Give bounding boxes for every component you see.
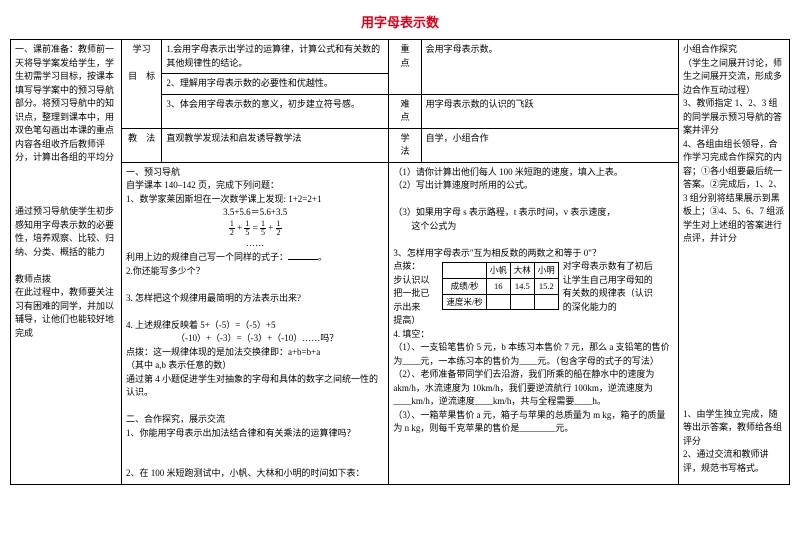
r2c3	[510, 294, 534, 310]
mid-p3: 点拨：这一规律体现的是加法交换律即：a+b=b+a	[126, 346, 384, 360]
mid-p2-t: 利用上边的规律自己写一个同样的式子：	[126, 252, 288, 262]
rc-h4: 4. 填空：	[393, 328, 674, 342]
rm-b1: 1、由学生独立完成，随等出示答案，教师给各组评分	[683, 408, 785, 449]
key-text: 会用字母表示数。	[421, 40, 678, 95]
learn-label: 学 法	[389, 128, 421, 162]
mid-q6: 2、在 100 米短跑测试中，小帆、大林和小明的时间如下表：	[126, 467, 384, 481]
table-wrap: 点拨： 步认识以 把一批已 示出来 提高） 小帆 大林 小明 成绩/秒	[393, 260, 674, 328]
f-d4: 2	[276, 229, 282, 237]
tk3: 把一批已	[393, 288, 429, 298]
rc-f2: （2）、老师准备带同学们去沿游，我们所乘的船在静水中的速度为 akm/h，水流速…	[393, 368, 674, 409]
method-text: 直观教学发现法和启发诱导教学法	[162, 128, 389, 162]
th-0	[443, 263, 486, 279]
rm-p2: 3、教师指定 1、2、3 组的同学展示预习导航的答案并评分	[683, 97, 785, 138]
th-2: 大林	[510, 263, 534, 279]
rc-f1: （1）、一支铅笔售价 5 元，b 本练习本售价 7 元，那么 a 支铅笔的售价为…	[393, 341, 674, 368]
tk: 点拨：	[393, 261, 420, 271]
r2c1: 速度米/秒	[443, 294, 486, 310]
r2c4	[534, 294, 558, 310]
via-text: 通过预习导航使学生初步感知用字母表示数的必要性，培养观察、比较、归纳、分类、概括…	[15, 205, 117, 259]
speed-table: 小帆 大林 小明 成绩/秒 16 14.5 15.2 速度米/秒	[442, 262, 558, 310]
tbl-left-text: 点拨： 步认识以 把一批已 示出来 提高）	[393, 260, 438, 328]
goal-2: 2、理解用字母表示数的必要性和优越性。	[162, 74, 389, 95]
mid-q4: 4. 上述规律反映着 5+（-5）=（-5）+5	[126, 319, 384, 333]
mid-eq4: （-10）+（-3）=（-3）+（-10）……吗？	[126, 332, 384, 346]
r2c2	[486, 294, 510, 310]
mid-h2: 二、合作探究，展示交流	[126, 413, 384, 427]
page-title: 用字母表示数	[0, 0, 800, 39]
mid-p5: 通过第 4 小题促进学生对抽象的字母和具体的数字之间统一性的认识。	[126, 373, 384, 400]
mid-eq3: ……	[126, 237, 384, 251]
th-1: 小帆	[486, 263, 510, 279]
rm-p3: 4、各组由组长领导，合作学习完成合作探究的内容；①各小组要最后统一答案。②完成后…	[683, 138, 785, 246]
diff-label: 难 点	[389, 94, 421, 128]
mid-h1: 一、预习导航	[126, 166, 384, 180]
tk4: 示出来	[393, 302, 420, 312]
right-content: （1）请你计算出他们每人 100 米短跑的速度，填入上表。 （2）写出计算速度时…	[389, 162, 679, 484]
f-d1: 2	[229, 229, 235, 237]
f-d2: 5	[244, 229, 250, 237]
rc-f3: （3）、一箱苹果售价 a 元，箱子与苹果的总质量为 m kg，箱子的质量为 n …	[393, 409, 674, 436]
rc-p1: （1）请你计算出他们每人 100 米短跑的速度，填入上表。	[393, 166, 674, 180]
left-column: 一、课前准备：教师前一天将导学案发给学生，学生初需学习目标，按课本填写导学案中的…	[11, 40, 122, 485]
mid-p4: （其中 a,b 表示任意的数）	[126, 359, 384, 373]
mid-content: 一、预习导航 自学课本 140–142 页，完成下列问题： 1、数学家莱因斯坦在…	[121, 162, 388, 484]
prep-text: 一、课前准备：教师前一天将导学案发给学生，学生初需学习目标，按课本填写导学案中的…	[15, 43, 117, 165]
blank-1	[288, 250, 318, 260]
rm-b2: 2、通过交流和教师讲评，规范书写格式。	[683, 448, 785, 475]
rc-p3: （3）如果用字母 s 表示路程，t 表示时间，v 表示速度，	[393, 206, 674, 220]
r1c3: 14.5	[510, 278, 534, 294]
f-d3: 5	[260, 229, 266, 237]
mid-q5: 1、你能用字母表示出加法结合律和有关乘法的运算律吗？	[126, 427, 384, 441]
goal-label: 学习目 标	[121, 40, 161, 129]
key-label: 重 点	[389, 40, 421, 95]
goal-1: 1.会用字母表示出学过的运算律，计算公式和有关数的其他规律性的结论。	[162, 40, 389, 74]
goal-3: 3、体会用字母表示数的意义，初步建立符号感。	[162, 94, 389, 128]
diff-text: 用字母表示数的认识的飞跃	[421, 94, 678, 128]
tk5: 提高）	[393, 315, 420, 325]
tbl-side-text: 对字母表示数有了初后让学生自己用字母知的有关数的规律表（认识的深化能力的	[563, 260, 653, 314]
mid-eq1: 3.5+5.6＝5.6+3.5	[126, 206, 384, 220]
rc-p4: 这个公式为	[393, 220, 674, 234]
r1c2: 16	[486, 278, 510, 294]
mid-eq2: 12 + 15 = 15 + 12	[126, 220, 384, 237]
rm-p1: （学生之间展开讨论，师生之间展开交流，形成多边合作互动过程）	[683, 57, 785, 98]
teacher-point-label: 教师点拨	[15, 273, 117, 287]
mid-p1: 自学课本 140–142 页，完成下列问题：	[126, 179, 384, 193]
teacher-point-body: 在此过程中，教师要关注习有困难的同学，并加以辅导，让他们也能较好地完成	[15, 286, 117, 340]
rm-h: 小组合作探究	[683, 43, 785, 57]
rc-p2: （2）写出计算速度时所用的公式。	[393, 179, 674, 193]
th-3: 小明	[534, 263, 558, 279]
rc-q3: 3、怎样用字母表示"互为相反数的两数之和等于 0"？	[393, 247, 674, 261]
method-label: 教 法	[121, 128, 161, 162]
tk2: 步认识以	[393, 275, 429, 285]
mid-q3: 3. 怎样把这个规律用最简明的方法表示出来?	[126, 292, 384, 306]
learn-text: 自学，小组合作	[421, 128, 678, 162]
mid-p2: 利用上边的规律自己写一个同样的式子：。	[126, 250, 384, 265]
mid-q1: 1、数学家莱因斯坦在一次数学课上发现: 1+2=2+1	[126, 193, 384, 207]
r1c1: 成绩/秒	[443, 278, 486, 294]
lesson-plan-table: 一、课前准备：教师前一天将导学案发给学生，学生初需学习目标，按课本填写导学案中的…	[10, 39, 790, 485]
rightmost-column: 小组合作探究 （学生之间展开讨论，师生之间展开交流，形成多边合作互动过程） 3、…	[678, 40, 789, 485]
mid-q2: 2.你还能写多少个？	[126, 265, 384, 279]
r1c4: 15.2	[534, 278, 558, 294]
rc-p4-t: 这个公式为	[411, 221, 456, 231]
